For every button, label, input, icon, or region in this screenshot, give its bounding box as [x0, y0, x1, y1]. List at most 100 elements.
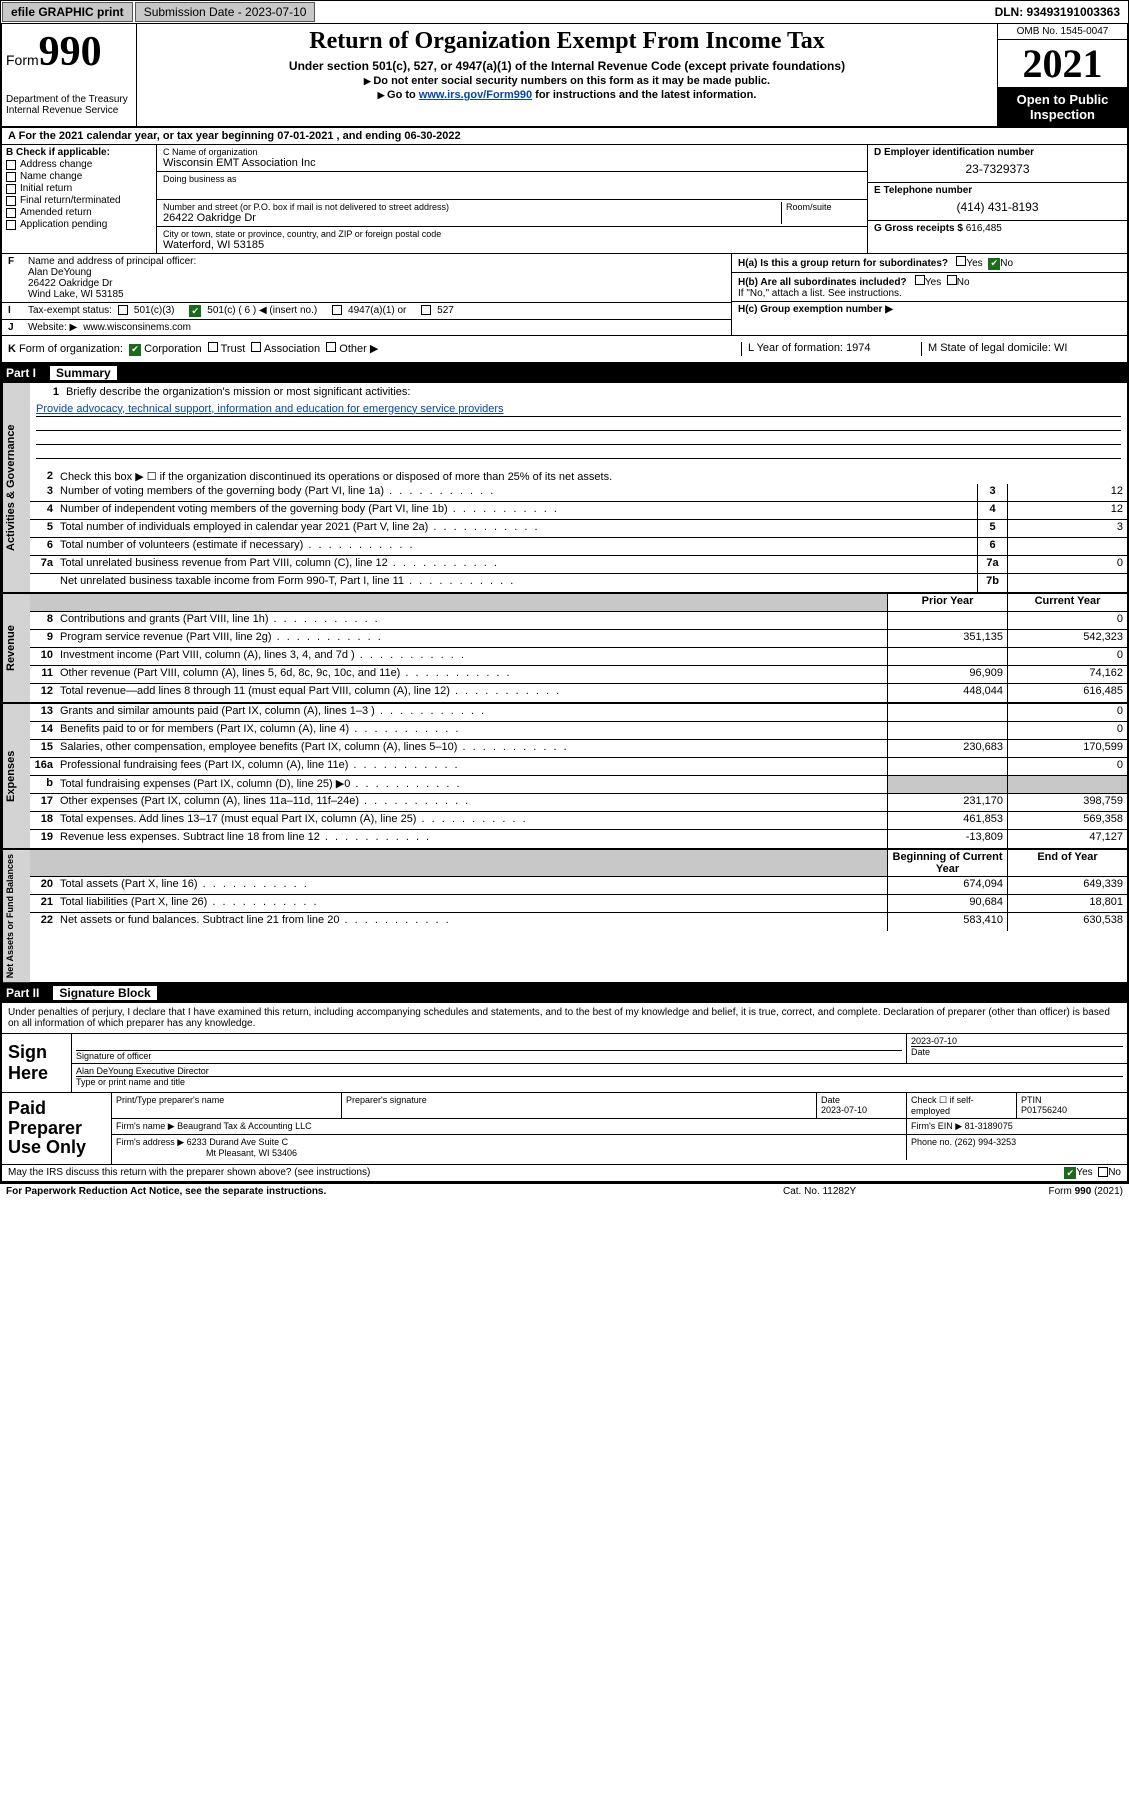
form-header: Form990 Department of the Treasury Inter… — [0, 24, 1129, 128]
checkbox-501c-checked[interactable]: ✔ — [189, 305, 201, 317]
city-label: City or town, state or province, country… — [163, 229, 861, 239]
sig-officer-label: Signature of officer — [76, 1050, 902, 1061]
efile-print-button[interactable]: efile GRAPHIC print — [2, 2, 133, 22]
officer-addr1: 26422 Oakridge Dr — [28, 278, 113, 289]
sign-here-label: Sign Here — [2, 1034, 72, 1092]
table-row: 15Salaries, other compensation, employee… — [30, 740, 1127, 758]
h-c-label: H(c) Group exemption number ▶ — [738, 304, 893, 315]
form-subtitle-3: Go to www.irs.gov/Form990 for instructio… — [143, 89, 991, 101]
line-m-value: WI — [1054, 342, 1067, 354]
checkbox-name-change[interactable] — [6, 172, 16, 182]
firm-addr2: Mt Pleasant, WI 53406 — [206, 1148, 297, 1158]
h-a-label: H(a) Is this a group return for subordin… — [738, 258, 948, 269]
firm-ein: 81-3189075 — [965, 1121, 1013, 1131]
footer-form-no: Form 990 (2021) — [963, 1186, 1123, 1197]
table-row: 8Contributions and grants (Part VIII, li… — [30, 612, 1127, 630]
ein-label: D Employer identification number — [874, 147, 1121, 158]
table-row: 21Total liabilities (Part X, line 26)90,… — [30, 895, 1127, 913]
block-fij-h: F Name and address of principal officer:… — [0, 254, 1129, 336]
part1-header: Part I Summary — [0, 364, 1129, 383]
gross-receipts-label: G Gross receipts $ — [874, 223, 963, 234]
part1-section-net-assets: Net Assets or Fund Balances Beginning of… — [0, 850, 1129, 984]
sig-intro: Under penalties of perjury, I declare th… — [2, 1003, 1127, 1034]
officer-printed-name: Alan DeYoung Executive Director — [76, 1066, 1123, 1076]
table-row: 17Other expenses (Part IX, column (A), l… — [30, 794, 1127, 812]
officer-name-label: Type or print name and title — [76, 1076, 1123, 1087]
line-l-label: L Year of formation: — [748, 342, 843, 354]
table-row: 5Total number of individuals employed in… — [30, 520, 1127, 538]
website-label: Website: ▶ — [28, 322, 77, 333]
topbar: efile GRAPHIC print Submission Date - 20… — [0, 0, 1129, 24]
addr-value: 26422 Oakridge Dr — [163, 212, 781, 224]
ein-value: 23-7329373 — [874, 158, 1121, 180]
checkbox-501c3[interactable] — [118, 305, 128, 315]
checkbox-hb-yes[interactable] — [915, 275, 925, 285]
table-row: 16aProfessional fundraising fees (Part I… — [30, 758, 1127, 776]
firm-phone: (262) 994-3253 — [955, 1137, 1017, 1147]
checkbox-k-assoc[interactable] — [251, 342, 261, 352]
submission-date-box: Submission Date - 2023-07-10 — [135, 2, 316, 22]
self-emp-label: Check ☐ if self-employed — [911, 1095, 974, 1116]
vtab-revenue: Revenue — [2, 594, 30, 702]
checkbox-address-change[interactable] — [6, 160, 16, 170]
checkbox-k-trust[interactable] — [208, 342, 218, 352]
line-l-value: 1974 — [846, 342, 870, 354]
block-bcdeg: B Check if applicable: Address change Na… — [0, 145, 1129, 254]
box-b-check-applicable: B Check if applicable: Address change Na… — [2, 145, 157, 253]
table-row: 20Total assets (Part X, line 16)674,0946… — [30, 877, 1127, 895]
row-klm: K Form of organization: ✔ Corporation Tr… — [0, 336, 1129, 364]
checkbox-final-return[interactable] — [6, 196, 16, 206]
officer-name: Alan DeYoung — [28, 267, 92, 278]
h-b-label: H(b) Are all subordinates included? — [738, 277, 907, 288]
h-b-note: If "No," attach a list. See instructions… — [738, 288, 902, 299]
line-a-tax-year: A For the 2021 calendar year, or tax yea… — [0, 128, 1129, 145]
phone-label: E Telephone number — [874, 185, 1121, 196]
signature-block: Under penalties of perjury, I declare th… — [0, 1003, 1129, 1183]
addr-label: Number and street (or P.O. box if mail i… — [163, 202, 781, 212]
table-row: Net unrelated business taxable income fr… — [30, 574, 1127, 592]
checkbox-amended-return[interactable] — [6, 208, 16, 218]
checkbox-application-pending[interactable] — [6, 220, 16, 230]
checkbox-ha-yes[interactable] — [956, 256, 966, 266]
table-row: 9Program service revenue (Part VIII, lin… — [30, 630, 1127, 648]
table-row: 12Total revenue—add lines 8 through 11 (… — [30, 684, 1127, 702]
sig-date-label: Date — [911, 1046, 1123, 1057]
tax-exempt-label: Tax-exempt status: — [28, 305, 112, 316]
ptin-value: P01756240 — [1021, 1105, 1067, 1115]
checkbox-hb-no[interactable] — [947, 275, 957, 285]
checkbox-initial-return[interactable] — [6, 184, 16, 194]
checkbox-k-corp-checked[interactable]: ✔ — [129, 344, 141, 356]
checkbox-ha-no-checked[interactable]: ✔ — [988, 258, 1000, 270]
table-row: 10Investment income (Part VIII, column (… — [30, 648, 1127, 666]
org-name-label: C Name of organization — [163, 147, 861, 157]
mission-text: Provide advocacy, technical support, inf… — [36, 403, 1121, 417]
officer-label: Name and address of principal officer: — [28, 256, 196, 267]
dba-label: Doing business as — [163, 174, 861, 184]
checkbox-4947[interactable] — [332, 305, 342, 315]
vtab-net-assets: Net Assets or Fund Balances — [2, 850, 30, 982]
checkbox-discuss-no[interactable] — [1098, 1167, 1108, 1177]
checkbox-discuss-yes-checked[interactable]: ✔ — [1064, 1167, 1076, 1179]
part1-section-revenue: Revenue Prior YearCurrent Year8Contribut… — [0, 594, 1129, 704]
dept-label: Department of the Treasury Internal Reve… — [6, 94, 132, 116]
table-row: 11Other revenue (Part VIII, column (A), … — [30, 666, 1127, 684]
vtab-expenses: Expenses — [2, 704, 30, 848]
omb-number: OMB No. 1545-0047 — [998, 24, 1127, 40]
line-2: Check this box ▶ ☐ if the organization d… — [56, 469, 1127, 484]
firm-name: Beaugrand Tax & Accounting LLC — [177, 1121, 311, 1131]
mission-label: Briefly describe the organization's miss… — [62, 385, 1121, 403]
footer-left: For Paperwork Reduction Act Notice, see … — [6, 1186, 783, 1197]
paid-preparer-label: Paid Preparer Use Only — [2, 1093, 112, 1164]
irs-link[interactable]: www.irs.gov/Form990 — [419, 89, 532, 101]
part1-section-governance: Activities & Governance 1Briefly describ… — [0, 383, 1129, 594]
room-label: Room/suite — [786, 202, 861, 212]
form-label: Form — [6, 52, 39, 68]
table-row: 14Benefits paid to or for members (Part … — [30, 722, 1127, 740]
gross-receipts-value: 616,485 — [966, 223, 1002, 234]
table-row: 6Total number of volunteers (estimate if… — [30, 538, 1127, 556]
checkbox-527[interactable] — [421, 305, 431, 315]
line-m-label: M State of legal domicile: — [928, 342, 1051, 354]
org-name: Wisconsin EMT Association Inc — [163, 157, 861, 169]
checkbox-k-other[interactable] — [326, 342, 336, 352]
page-footer: For Paperwork Reduction Act Notice, see … — [0, 1183, 1129, 1199]
